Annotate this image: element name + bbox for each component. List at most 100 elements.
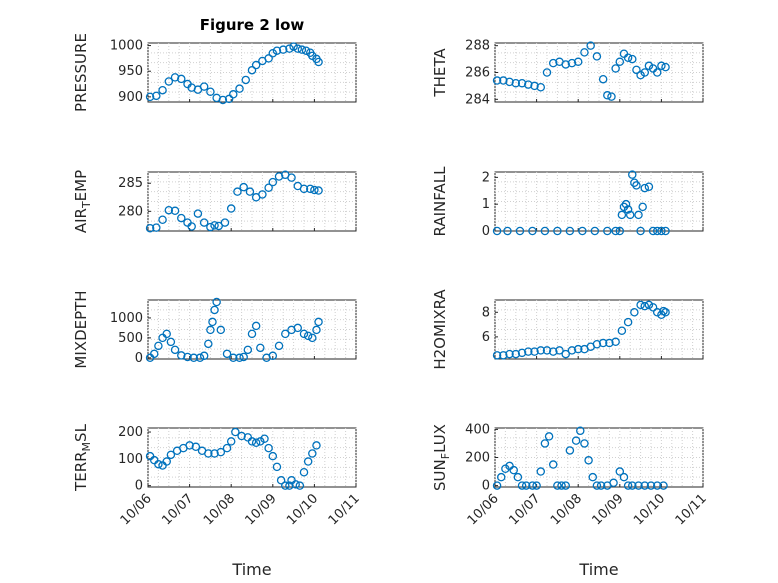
x-tick-label: 10/07 [506, 491, 543, 528]
y-axis-label: TERRMSL [72, 423, 93, 492]
x-tick-label: 10/10 [631, 491, 668, 528]
data-point [199, 218, 209, 227]
data-point [611, 226, 620, 236]
data-point [553, 481, 562, 490]
y-tick-label: 2 [482, 170, 490, 185]
data-point [256, 437, 265, 446]
data-point [285, 44, 294, 53]
data-point [621, 199, 631, 209]
data-point [603, 91, 612, 100]
data-point [646, 481, 656, 490]
data-point [544, 432, 554, 441]
data-point [152, 223, 161, 232]
data-point [145, 92, 155, 102]
data-point [567, 346, 577, 355]
data-point [548, 347, 558, 356]
data-point [287, 173, 296, 182]
data-point [648, 226, 658, 236]
data-point [187, 222, 196, 231]
axes-frame [494, 427, 704, 488]
data-point [652, 481, 662, 490]
data-point [536, 467, 546, 476]
data-point [222, 443, 232, 453]
data-point [573, 57, 583, 67]
data-point [661, 226, 670, 236]
data-point [615, 226, 625, 236]
data-point [154, 341, 163, 351]
data-point [214, 221, 223, 231]
data-point [239, 352, 248, 362]
x-tick-label: 10/08 [201, 491, 238, 528]
data-point [584, 456, 593, 465]
data-point [199, 82, 209, 91]
data-point [596, 481, 606, 490]
data-point [499, 76, 508, 85]
data-point [224, 94, 234, 104]
data-point [206, 325, 215, 335]
y-tick-label: 0 [135, 479, 143, 494]
data-point [636, 70, 645, 80]
data-point [291, 480, 300, 489]
data-point [177, 74, 186, 84]
data-point [308, 333, 317, 343]
data-point [615, 467, 625, 476]
data-point [640, 183, 650, 193]
x-tick-label: 10/09 [590, 491, 627, 528]
data-point [226, 204, 236, 213]
y-tick-label: 286 [465, 66, 490, 81]
subplot-4: 0 1 2 RAINFALL [431, 166, 704, 239]
data-point [636, 226, 645, 236]
data-point [644, 182, 654, 191]
data-point [299, 467, 309, 477]
data-point [272, 46, 282, 55]
data-point [528, 481, 537, 490]
y-tick-label: 1 [482, 197, 490, 212]
data-point [573, 344, 583, 354]
data-point [561, 349, 570, 359]
axes-frame [494, 299, 704, 360]
axes-frame [147, 42, 357, 103]
data-point [609, 478, 618, 488]
data-point [511, 78, 521, 88]
y-tick-label: 284 [465, 92, 490, 107]
y-tick-label: 950 [118, 64, 143, 79]
data-point [592, 339, 602, 349]
x-tick-label: 10/06 [118, 491, 155, 528]
data-point [590, 226, 600, 236]
data-point [308, 449, 317, 458]
data-point [256, 343, 265, 353]
data-point [154, 459, 163, 469]
data-point [233, 187, 242, 196]
data-point [499, 351, 508, 360]
data-point [191, 442, 201, 452]
data-point [632, 181, 641, 190]
data-point [210, 449, 219, 458]
data-point [268, 351, 278, 361]
data-point [571, 436, 581, 445]
data-point [492, 226, 502, 236]
data-point [640, 68, 650, 77]
figure-title: Figure 2 low [200, 16, 305, 34]
data-point [492, 481, 502, 490]
data-point [235, 353, 244, 363]
data-point [623, 317, 633, 327]
data-point [285, 481, 294, 490]
data-point [149, 349, 159, 359]
y-tick-label: 200 [118, 425, 143, 440]
data-point [229, 353, 238, 363]
data-point [607, 92, 616, 101]
data-point [264, 183, 273, 192]
data-point [515, 226, 525, 236]
data-point [301, 46, 311, 55]
data-point [235, 84, 244, 93]
data-point [281, 481, 290, 490]
data-point [611, 337, 620, 347]
x-axis-label: Time [578, 560, 618, 579]
data-point [314, 317, 323, 327]
data-point [652, 226, 662, 236]
y-axis-label: SUNFLUX [431, 424, 452, 491]
data-point [170, 73, 180, 82]
data-point [503, 226, 512, 236]
data-point [145, 223, 155, 233]
